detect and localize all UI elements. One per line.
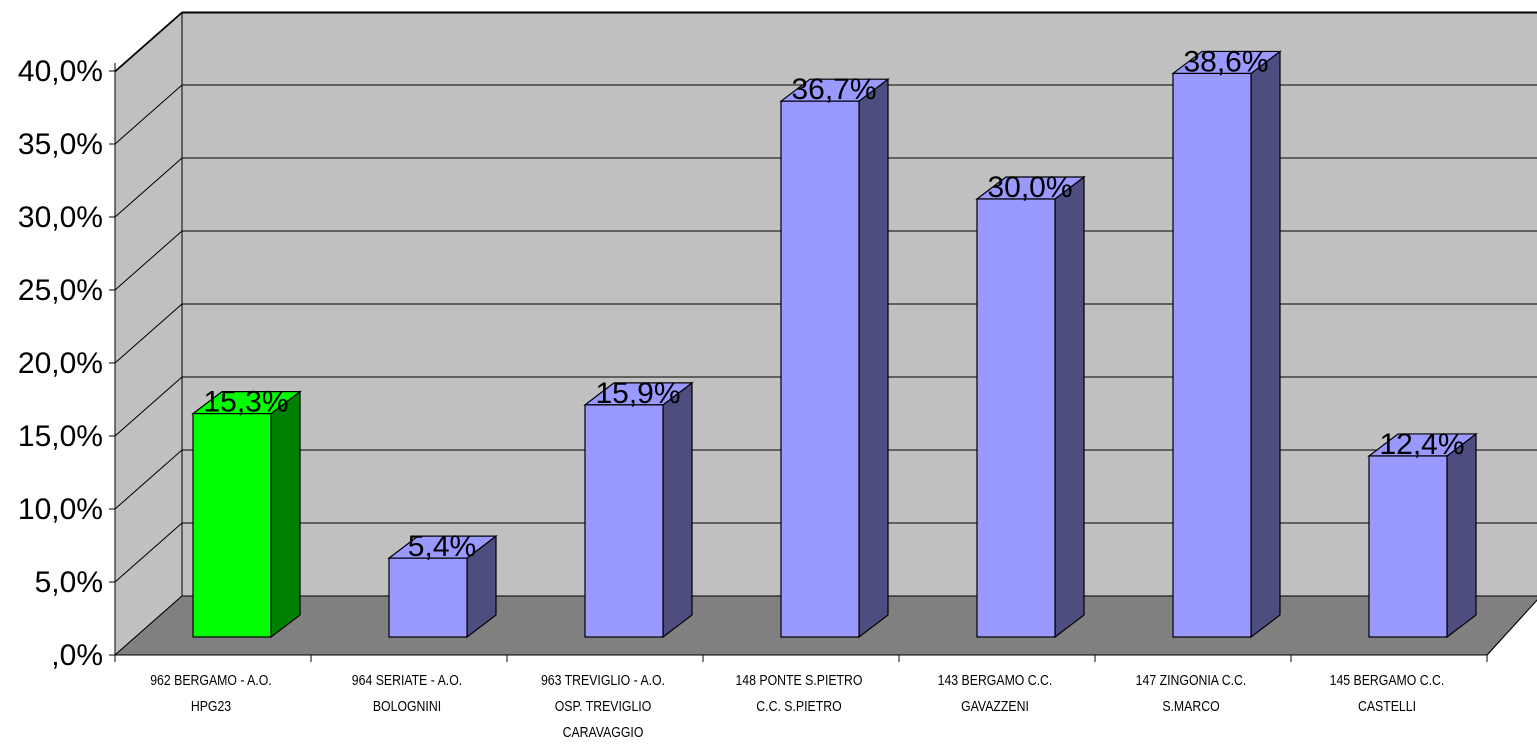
gridline	[114, 376, 1537, 437]
x-tick-label: 964 SERIATE - A.O. BOLOGNINI	[352, 672, 462, 714]
gridline	[114, 11, 1537, 72]
x-tick-label: 143 BERGAMO C.C. GAVAZZENI	[938, 672, 1053, 714]
bar-side	[1250, 50, 1281, 639]
x-tick-label: 963 TREVIGLIO - A.O. OSP. TREVIGLIO CARAVA…	[541, 672, 665, 740]
y-tick-label: ,0%	[51, 639, 103, 672]
bar: 12,4%	[1367, 428, 1478, 639]
bar-side	[662, 381, 693, 639]
y-tick-label: 10,0%	[18, 493, 103, 526]
bars: 15,3% 5,4% 15,9% 36,7% 30,0% 38,6% 12,4%	[191, 45, 1478, 639]
x-axis-labels: 962 BERGAMO - A.O. HPG23 964 SERIATE - A.O…	[114, 655, 1488, 740]
x-tick-label-line: HPG23	[191, 698, 232, 714]
gridlines	[114, 11, 1537, 583]
x-tick-label-line: 963 TREVIGLIO - A.O.	[541, 672, 665, 688]
x-tick-label-line: S.MARCO	[1162, 698, 1219, 714]
bar-front	[388, 557, 468, 638]
bar: 38,6%	[1171, 45, 1282, 639]
bar-side	[1446, 432, 1477, 639]
data-label: 15,9%	[595, 377, 680, 410]
x-tick-label-line: BOLOGNINI	[373, 698, 441, 714]
data-label: 36,7%	[791, 73, 876, 106]
gridline	[114, 303, 1537, 364]
bar-front	[780, 100, 860, 638]
y-tick-label: 40,0%	[18, 55, 103, 88]
x-tick-label-line: 148 PONTE S.PIETRO	[735, 672, 862, 688]
x-tick-label-line: CARAVAGGIO	[563, 724, 644, 740]
x-tick-label: 145 BERGAMO C.C. CASTELLI	[1330, 672, 1445, 714]
data-label: 5,4%	[408, 530, 476, 563]
y-tick-label: 20,0%	[18, 347, 103, 380]
bar: 36,7%	[779, 73, 890, 639]
gridline	[114, 84, 1537, 145]
bar-front	[192, 413, 272, 638]
bar: 15,9%	[583, 377, 694, 639]
x-tick-label-line: 147 ZINGONIA C.C.	[1136, 672, 1247, 688]
bar: 30,0%	[975, 171, 1086, 639]
x-tick-label: 147 ZINGONIA C.C. S.MARCO	[1136, 672, 1247, 714]
y-tick-label: 30,0%	[18, 201, 103, 234]
x-tick-label: 148 PONTE S.PIETRO C.C. S.PIETRO	[735, 672, 862, 714]
bar-side	[270, 390, 301, 639]
x-tick-label-line: GAVAZZENI	[961, 698, 1029, 714]
y-tick-label: 35,0%	[18, 128, 103, 161]
data-label: 15,3%	[203, 386, 288, 419]
x-tick-label-line: 964 SERIATE - A.O.	[352, 672, 462, 688]
bar-front	[976, 198, 1056, 638]
axes	[114, 63, 1537, 656]
bar-front	[1368, 455, 1448, 638]
bar: 15,3%	[191, 386, 302, 639]
floor-right-edge	[1486, 599, 1537, 656]
y-tick-label: 5,0%	[35, 566, 103, 599]
x-tick-label: 962 BERGAMO - A.O. HPG23	[150, 672, 272, 714]
x-tick-label-line: C.C. S.PIETRO	[756, 698, 841, 714]
bar-side	[1054, 175, 1085, 639]
x-tick-label-line: 143 BERGAMO C.C.	[938, 672, 1053, 688]
bar: 5,4%	[387, 530, 498, 639]
gridline	[114, 449, 1537, 510]
bar-front	[1172, 72, 1252, 638]
data-label: 12,4%	[1379, 428, 1464, 461]
y-tick-label: 25,0%	[18, 274, 103, 307]
x-tick-label-line: CASTELLI	[1358, 698, 1416, 714]
bar-side	[858, 77, 889, 639]
gridline	[114, 157, 1537, 218]
bar-front	[584, 404, 664, 638]
gridline	[114, 522, 1537, 583]
x-tick-label-line: OSP. TREVIGLIO	[555, 698, 652, 714]
y-axis-ticks: ,0% 5,0% 10,0% 15,0% 20,0% 25,0% 30,0% 35,0% 40,…	[18, 55, 115, 672]
x-tick-label-line: 145 BERGAMO C.C.	[1330, 672, 1445, 688]
y-tick-label: 15,0%	[18, 420, 103, 453]
gridline	[114, 230, 1537, 291]
data-label: 38,6%	[1183, 45, 1268, 78]
data-label: 30,0%	[987, 171, 1072, 204]
x-tick-label-line: 962 BERGAMO - A.O.	[150, 672, 272, 688]
